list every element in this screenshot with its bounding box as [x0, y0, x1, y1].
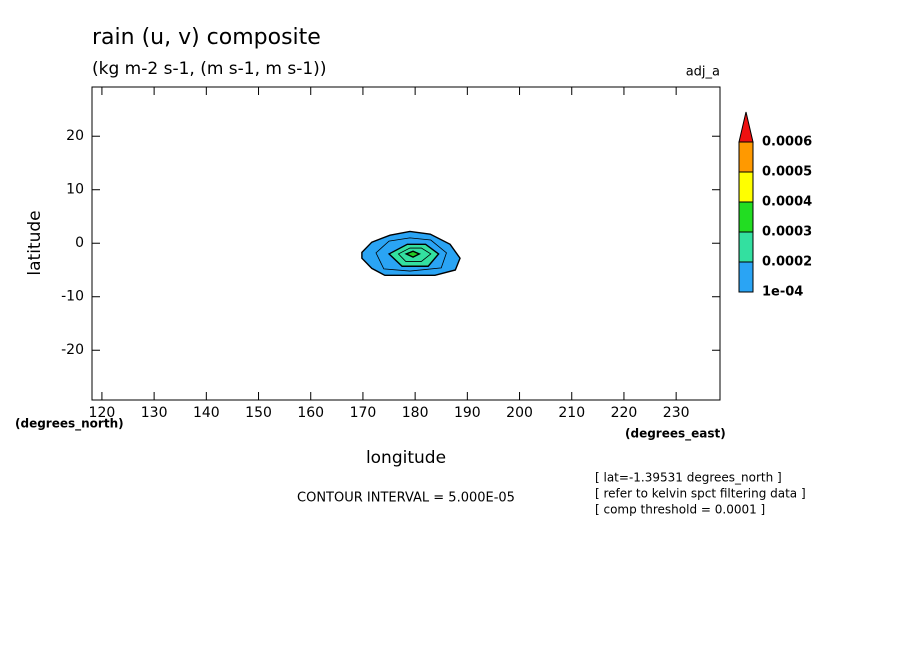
colorbar-segment: [738, 231, 754, 263]
colorbar-extend: [738, 111, 754, 143]
x-tick-label: 180: [402, 405, 429, 421]
contour-fill: [404, 250, 421, 258]
colorbar-label: 0.0003: [762, 225, 812, 240]
colorbar-segment: [738, 171, 754, 203]
colorbar-segment: [738, 261, 754, 293]
y-tick-label: -10: [61, 289, 84, 305]
x-tick-label: 220: [611, 405, 638, 421]
x-tick-label: 200: [506, 405, 533, 421]
y-tick-label: 10: [66, 182, 84, 198]
colorbar-label: 1e-04: [762, 285, 803, 300]
x-tick-label: 120: [89, 405, 116, 421]
note: [ comp threshold = 0.0001 ]: [595, 503, 765, 517]
dataset-label: adj_a: [686, 65, 720, 80]
x-tick-label: 160: [297, 405, 324, 421]
x-tick-label: 150: [245, 405, 272, 421]
y-tick-label: 20: [66, 128, 84, 144]
note: [ lat=-1.39531 degrees_north ]: [595, 471, 782, 485]
colorbar-label: 0.0004: [762, 195, 812, 210]
contour-line: [397, 247, 432, 262]
x-axis-label: longitude: [366, 448, 446, 468]
x-tick-label: 170: [350, 405, 377, 421]
x-tick-label: 230: [663, 405, 690, 421]
y-tick-label: 0: [75, 235, 84, 251]
x-tick-label: 190: [454, 405, 481, 421]
colorbar-segment: [738, 141, 754, 173]
x-tick-label: 140: [193, 405, 220, 421]
colorbar-segment: [738, 201, 754, 233]
x-tick-label: 210: [558, 405, 585, 421]
chart-subtitle: (kg m-2 s-1, (m s-1, m s-1)): [92, 59, 326, 79]
contour-interval: CONTOUR INTERVAL = 5.000E-05: [297, 491, 515, 506]
chart-title: rain (u, v) composite: [92, 25, 321, 50]
y-units: (degrees_north): [15, 417, 124, 432]
contour-line: [375, 237, 447, 272]
colorbar-label: 0.0006: [762, 135, 812, 150]
colorbar-label: 0.0002: [762, 255, 812, 270]
colorbar-label: 0.0005: [762, 165, 812, 180]
x-tick-label: 130: [141, 405, 168, 421]
note: [ refer to kelvin spct filtering data ]: [595, 487, 806, 501]
y-tick-label: -20: [61, 342, 84, 358]
y-axis-label: latitude: [25, 210, 45, 275]
x-units: (degrees_east): [625, 427, 726, 442]
